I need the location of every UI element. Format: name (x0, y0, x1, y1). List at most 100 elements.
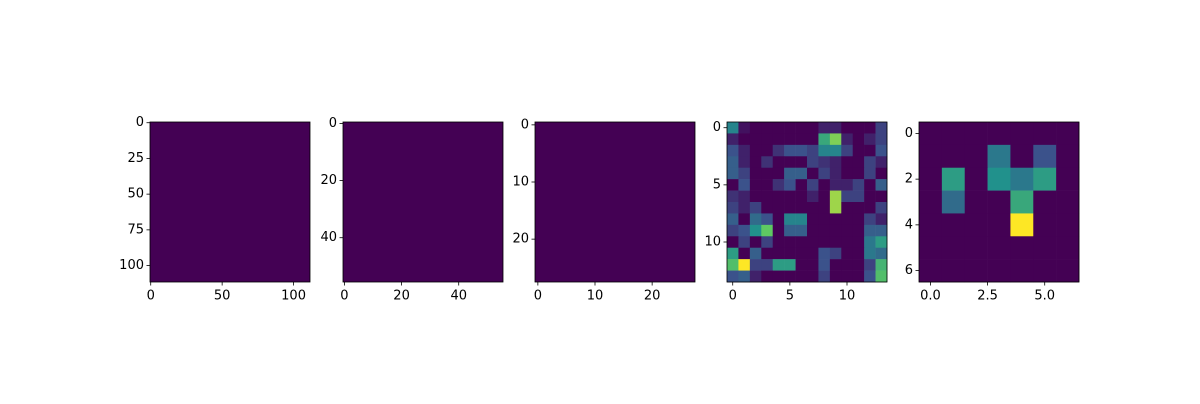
heatmap-cell (964, 167, 988, 191)
heatmap-cell (829, 144, 842, 157)
heatmap-cell (772, 156, 785, 169)
heatmap-cell (841, 224, 854, 237)
heatmap-cell (1033, 213, 1057, 237)
heatmap-cell (784, 270, 796, 283)
heatmap-cell (829, 122, 842, 134)
heatmap-cell (864, 167, 876, 180)
heatmap-cell (864, 247, 876, 260)
heatmap-cell (738, 224, 751, 237)
x-tick-label: 10 (839, 289, 856, 304)
heatmap-cell (818, 179, 831, 191)
heatmap-cell (727, 202, 739, 214)
y-tick-label: 0 (905, 126, 913, 141)
heatmap-cell (1056, 213, 1080, 237)
heatmap-cell (852, 202, 865, 214)
heatmap-cell (841, 133, 854, 146)
axes-frame (918, 121, 1080, 283)
x-tick-label: 20 (644, 289, 661, 304)
heatmap-cell (875, 213, 888, 226)
heatmap-cell (964, 190, 988, 214)
heatmap-cell (738, 213, 751, 226)
heatmap-cell (864, 202, 876, 214)
heatmap-cell (784, 144, 796, 157)
heatmap-cell (864, 122, 876, 134)
heatmap-cell (807, 247, 819, 260)
heatmap-cell (852, 156, 865, 169)
heatmap-cell (807, 202, 819, 214)
heatmap-cell (727, 213, 739, 226)
heatmap-cell (761, 213, 774, 226)
heatmap-cell (829, 270, 842, 283)
heatmap-cell (727, 133, 739, 146)
heatmap-cell (818, 247, 831, 260)
heatmap-cell (761, 236, 774, 249)
heatmap-cell (864, 144, 876, 157)
heatmap-cell (795, 224, 808, 237)
heatmap-cell (795, 213, 808, 226)
heatmap-cell (738, 144, 751, 157)
heatmap-cell (772, 213, 785, 226)
heatmap-cell (1010, 213, 1034, 237)
heatmap-cell (749, 156, 762, 169)
heatmap-cell (795, 133, 808, 146)
heatmap-cell (852, 190, 865, 203)
heatmap-cell (727, 144, 739, 157)
heatmap-cell (852, 213, 865, 226)
heatmap-cell (841, 247, 854, 260)
heatmap-cell (864, 156, 876, 169)
heatmap-cell (987, 190, 1011, 214)
heatmap-cell (761, 224, 774, 237)
heatmap-cell (841, 144, 854, 157)
heatmap-cell (1033, 144, 1057, 169)
y-tick-label: 10 (704, 235, 721, 250)
heatmap-cell (738, 190, 751, 203)
heatmap-cell (795, 202, 808, 214)
heatmap-cell (875, 270, 888, 283)
heatmap-cell (829, 167, 842, 180)
x-tick-label: 2.5 (977, 289, 998, 304)
heatmap-cell (841, 167, 854, 180)
heatmap-cell (727, 156, 739, 169)
heatmap-cell (818, 167, 831, 180)
y-tick-label: 0 (713, 120, 721, 135)
heatmap-cell (818, 236, 831, 249)
heatmap-cell (919, 236, 943, 260)
heatmap-cell (841, 270, 854, 283)
heatmap-cell (749, 213, 762, 226)
heatmap-cell (829, 259, 842, 271)
heatmap-cell (829, 213, 842, 226)
heatmap-cell (738, 156, 751, 169)
heatmap-cell (761, 247, 774, 260)
heatmap-cell (738, 179, 751, 191)
x-tick-label: 0 (340, 289, 348, 304)
heatmap-cell (841, 202, 854, 214)
heatmap-cell (964, 213, 988, 237)
heatmap-cell (727, 236, 739, 249)
heatmap-cell (807, 156, 819, 169)
heatmap-cell (964, 236, 988, 260)
heatmap-cell (852, 224, 865, 237)
heatmap-cell (818, 133, 831, 146)
heatmap-cell (749, 190, 762, 203)
heatmap-cell (772, 133, 785, 146)
heatmap-cell (807, 133, 819, 146)
heatmap-cell (829, 179, 842, 191)
heatmap-cell (852, 247, 865, 260)
heatmap-cell (987, 213, 1011, 237)
heatmap-cell (807, 179, 819, 191)
y-tick-label: 100 (119, 258, 144, 273)
heatmap-cell (784, 190, 796, 203)
x-tick-label: 10 (587, 289, 604, 304)
heatmap-cell (875, 144, 888, 157)
heatmap-cell (761, 270, 774, 283)
heatmap-cell (852, 167, 865, 180)
heatmap-cell (852, 270, 865, 283)
heatmap-cell (807, 190, 819, 203)
heatmap-cell (864, 224, 876, 237)
heatmap-cell (749, 133, 762, 146)
heatmap-cell (727, 179, 739, 191)
heatmap-cell (875, 167, 888, 180)
x-tick-label: 0.0 (920, 289, 941, 304)
heatmap-cell (875, 156, 888, 169)
heatmap-cell (807, 213, 819, 226)
